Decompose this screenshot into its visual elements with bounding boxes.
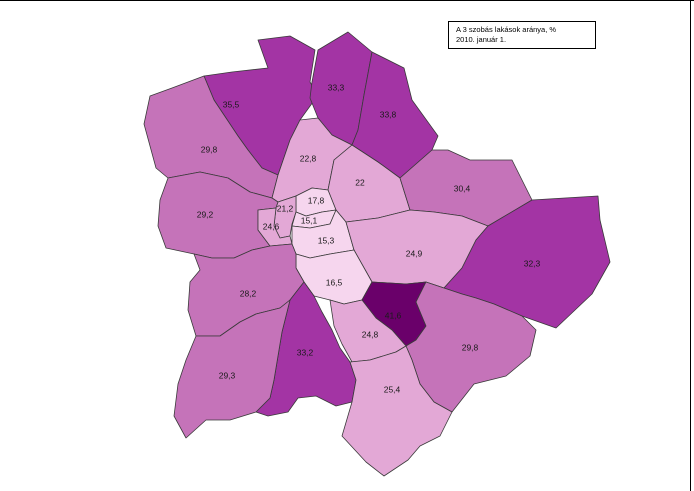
right-border-line <box>690 0 691 491</box>
district-label: 22 <box>355 177 365 187</box>
district-label: 29,8 <box>462 342 479 352</box>
district-label: 35,5 <box>223 99 240 109</box>
district-label: 24,6 <box>263 221 280 231</box>
district-29-3-shape[interactable] <box>173 299 291 439</box>
district-label: 24,9 <box>406 248 423 258</box>
district-labels: 35,5 33,3 33,8 29,8 22,8 22 30,4 29,2 17… <box>197 82 541 394</box>
district-label: 16,5 <box>326 277 343 287</box>
legend-box: A 3 szobás lakások aránya, % 2010. januá… <box>448 21 596 49</box>
district-label: 33,2 <box>297 347 314 357</box>
top-border-line <box>0 0 694 1</box>
district-label: 28,2 <box>240 288 257 298</box>
district-label: 29,2 <box>197 209 214 219</box>
district-24-6-shape[interactable] <box>257 207 293 247</box>
district-label: 33,3 <box>328 82 345 92</box>
legend-title: A 3 szobás lakások aránya, % <box>456 25 557 34</box>
district-label: 15,3 <box>318 235 335 245</box>
district-label: 29,3 <box>219 370 236 380</box>
district-label: 21,2 <box>277 203 294 213</box>
district-label: 22,8 <box>300 153 317 163</box>
district-label: 30,4 <box>454 183 471 193</box>
district-29-8-se-shape[interactable] <box>405 281 537 413</box>
district-label: 33,8 <box>380 109 397 119</box>
district-label: 15,1 <box>301 215 318 225</box>
legend-date: 2010. január 1. <box>456 35 507 44</box>
district-label: 41,6 <box>385 310 402 320</box>
district-label: 17,8 <box>308 195 325 205</box>
district-label: 24,8 <box>362 329 379 339</box>
district-label: 25,4 <box>384 384 401 394</box>
district-label: 32,3 <box>524 258 541 268</box>
district-25-4-shape[interactable] <box>341 345 453 477</box>
district-shapes <box>143 31 611 477</box>
district-label: 29,8 <box>201 144 218 154</box>
